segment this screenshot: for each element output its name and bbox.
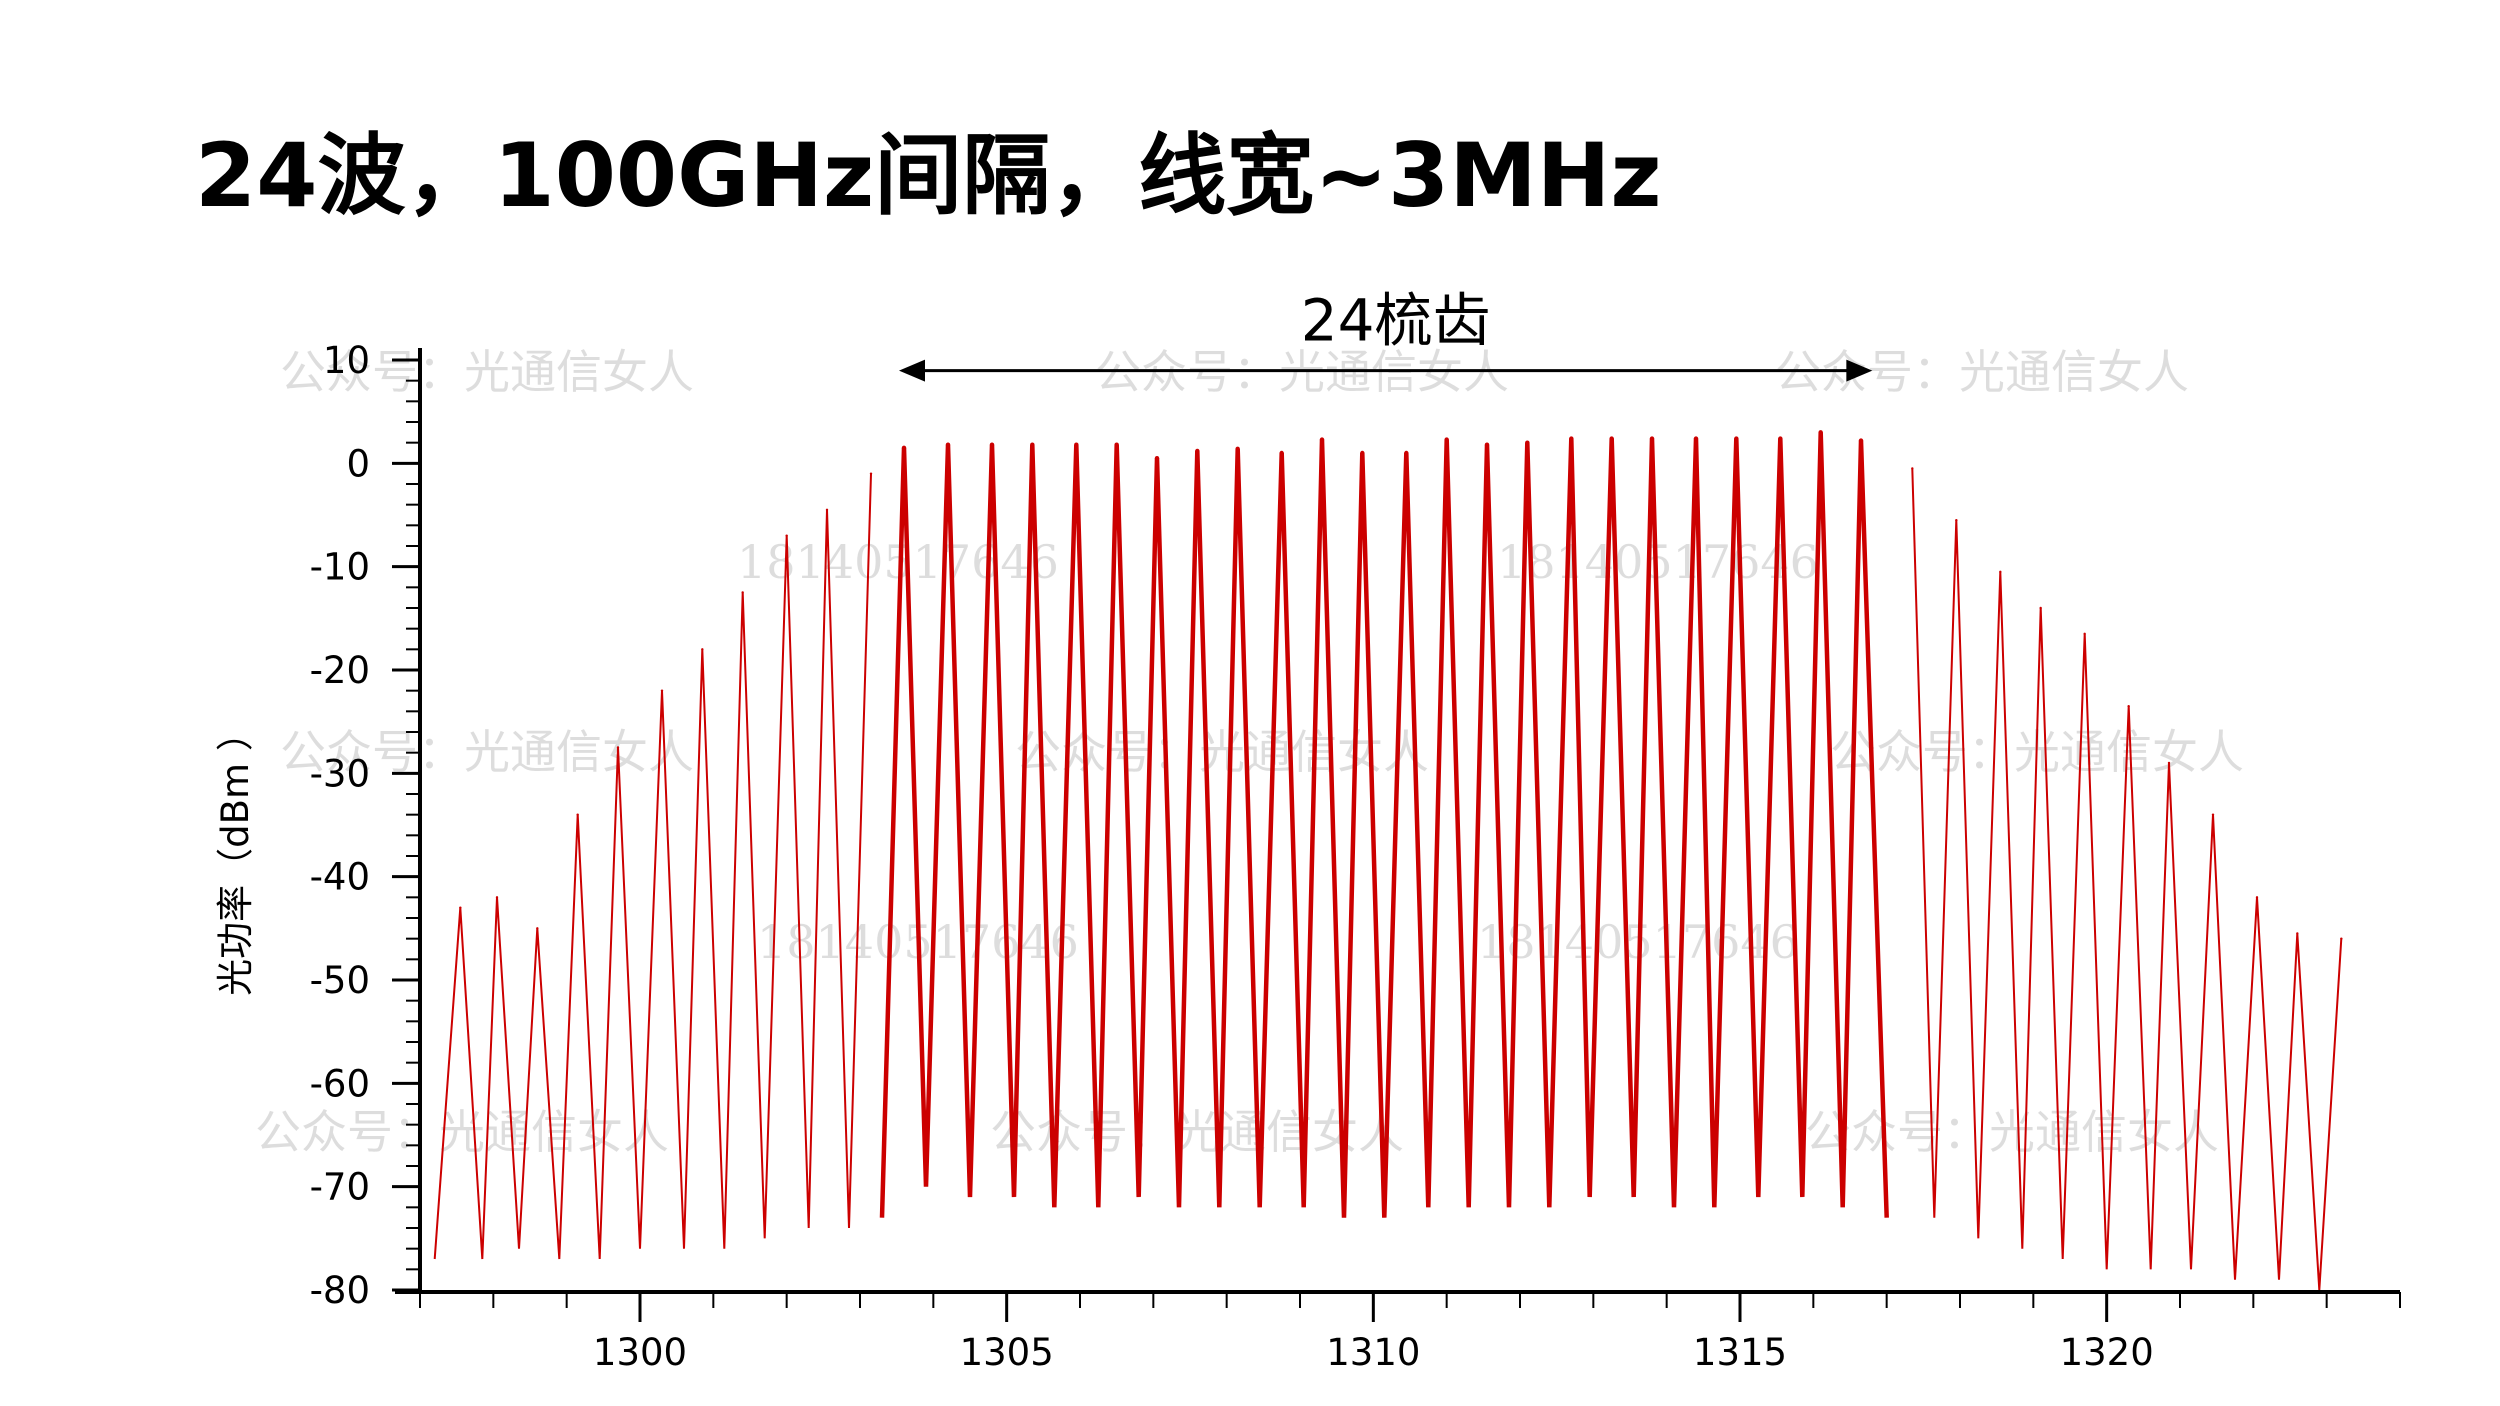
comb-count-label: 24梳齿 [1301, 287, 1491, 355]
y-tick-label: -20 [310, 649, 370, 692]
outer-peak-point [1955, 518, 1958, 522]
y-axis-label: 光功率（dBm ） [214, 714, 257, 996]
comb-peak-point [1235, 446, 1240, 452]
outer-peak-point [701, 648, 704, 651]
comb-peak-point [1484, 442, 1490, 447]
comb-peak-point [1858, 438, 1864, 443]
comb-peak-point [1609, 436, 1614, 441]
x-tick-label: 1300 [593, 1331, 687, 1374]
comb-peak-point [1195, 448, 1200, 454]
comb-peak-point [1114, 442, 1119, 447]
y-tick-label: -80 [310, 1269, 370, 1312]
comb-peak-point [989, 442, 995, 447]
y-tick-label: 0 [346, 442, 370, 485]
x-tick-label: 1310 [1326, 1331, 1420, 1374]
y-tick-label: -30 [310, 752, 370, 795]
outer-peak-point [2211, 813, 2215, 816]
y-tick-label: -70 [310, 1166, 370, 1209]
outer-peak-point [2083, 632, 2086, 636]
outer-spectrum-series [433, 467, 2343, 1291]
annotation-arrowhead-right [1846, 359, 1873, 382]
watermark-account: 公众号：光通信女人 [280, 345, 694, 399]
watermark-account: 公众号：光通信女人 [1805, 1105, 2219, 1159]
comb-peak-point [1525, 440, 1530, 445]
y-tick-label: -60 [310, 1062, 370, 1105]
x-tick-label: 1315 [1693, 1331, 1787, 1374]
outer-peak-point [2296, 932, 2299, 935]
comb-peak-point [1693, 436, 1699, 441]
outer-peak-point [2167, 761, 2171, 765]
watermark-account: 公众号：光通信女人 [280, 725, 694, 779]
outer-peak-point [1999, 570, 2002, 574]
comb-peak-point [1734, 436, 1739, 441]
outer-peak-point [495, 896, 499, 899]
comb-peak-point [1319, 437, 1325, 442]
comb-peak-point [1649, 436, 1655, 441]
comb-spectrum-series [879, 430, 1889, 1218]
outer-peak-point [2255, 896, 2259, 899]
comb-peak-point [1444, 437, 1449, 442]
comb-peak-point [901, 445, 907, 451]
watermark-account: 公众号：光通信女人 [1015, 725, 1429, 779]
y-tick-label: -10 [310, 546, 370, 589]
y-tick-label: -40 [310, 856, 370, 899]
comb-peak-point [1154, 455, 1160, 461]
outer-peak-point [1911, 467, 1914, 470]
comb-peak-point [1279, 450, 1284, 456]
outer-peak-point [741, 591, 744, 594]
outer-peak-point [869, 472, 873, 475]
outer-peak-point [2039, 606, 2042, 610]
y-tick-label: -50 [310, 959, 370, 1002]
outer-peak-point [785, 534, 788, 537]
outer-series-line-right [1911, 468, 2343, 1291]
x-tick-label: 1305 [960, 1331, 1054, 1374]
comb-peak-point [945, 442, 951, 447]
outer-peak-point [660, 689, 664, 692]
watermark-phone: 18140517646 [737, 535, 1059, 589]
outer-peak-point [2127, 704, 2130, 708]
comb-peak-point [1778, 436, 1783, 441]
comb-peak-point [1569, 436, 1574, 441]
outer-peak-point [616, 746, 620, 749]
comb-peak-point [1360, 450, 1365, 456]
outer-peak-point [576, 813, 579, 816]
comb-annotation: 24梳齿 [899, 287, 1873, 382]
outer-peak-point [459, 906, 462, 909]
outer-peak-point [825, 508, 829, 512]
comb-peak-point [1404, 450, 1409, 456]
comb-peak-point [1818, 430, 1823, 435]
y-tick-label: 10 [323, 339, 370, 382]
outer-series-line-left [433, 473, 872, 1260]
axes: 10 0 -10 -20 -30 -40 -50 -60 -70 -80 1300 1305 1310 1… [310, 339, 2401, 1374]
slide-title: 24波，100GHz间隔，线宽~3MHz [195, 124, 1662, 227]
watermark-account: 公众号：光通信女人 [255, 1105, 669, 1159]
annotation-arrowhead-left [899, 359, 925, 382]
outer-peak-point [2340, 937, 2343, 940]
comb-peak-point [1030, 442, 1035, 447]
comb-peak-point [1074, 442, 1079, 447]
x-tick-label: 1320 [2060, 1331, 2154, 1374]
comb-series-line [879, 432, 1889, 1218]
outer-peak-point [536, 927, 539, 930]
